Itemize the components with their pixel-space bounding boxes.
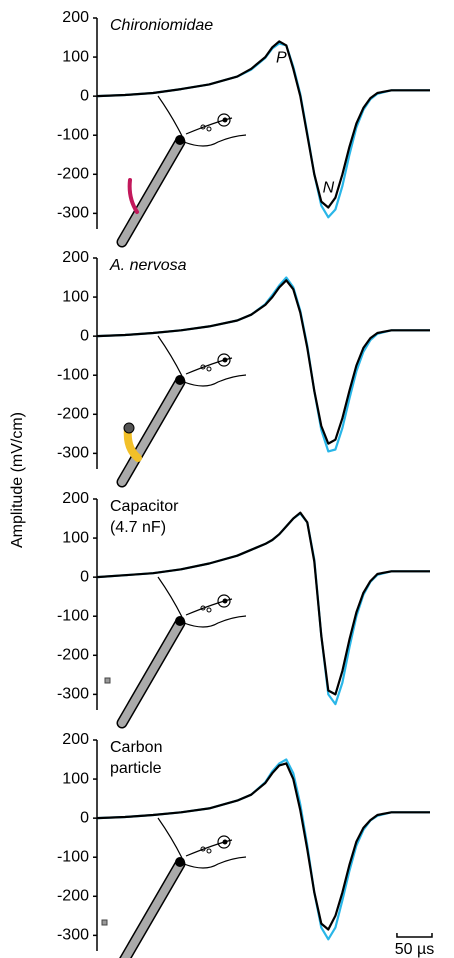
fish-eye: [217, 594, 231, 608]
panel-title: (4.7 nF): [110, 519, 166, 536]
y-tick-label: 200: [62, 731, 89, 748]
y-tick-label: -100: [57, 126, 89, 143]
fish-pupil: [222, 839, 228, 845]
panel-title: Capacitor: [110, 498, 179, 515]
fish-outline: [157, 817, 247, 869]
fish-outline: [157, 95, 247, 147]
y-tick-label: -200: [57, 406, 89, 423]
fish-illustration: [116, 95, 247, 248]
nostril: [206, 848, 212, 854]
fish-illustration: [101, 817, 247, 958]
nostril: [200, 605, 206, 611]
fish-illustration: [116, 335, 247, 488]
y-tick-label: -200: [57, 166, 89, 183]
y-tick-label: -100: [57, 607, 89, 624]
chin-appendage: [118, 138, 184, 246]
y-tick-label: 0: [80, 568, 89, 585]
y-tick-label: -300: [57, 205, 89, 222]
fish-illustration: [104, 576, 247, 729]
fish-eye: [217, 113, 231, 127]
fish-eye: [217, 835, 231, 849]
nostril: [206, 126, 212, 132]
electroreceptor: [175, 375, 185, 385]
y-tick-label: 100: [62, 770, 89, 787]
chin-appendage: [120, 860, 184, 958]
panel-title: Carbon: [110, 739, 162, 756]
trace: [96, 511, 430, 696]
y-tick-label: 100: [62, 288, 89, 305]
electroreceptor: [175, 857, 185, 867]
fish-pupil: [222, 117, 228, 123]
y-tick-label: -200: [57, 647, 89, 664]
y-tick-label: 0: [80, 87, 89, 104]
capacitor: [104, 677, 111, 684]
nostril: [206, 607, 212, 613]
y-tick-label: 0: [80, 327, 89, 344]
y-tick-label: -300: [57, 445, 89, 462]
y-axis-label: Amplitude (mV/cm): [9, 412, 26, 548]
electroreceptor: [175, 135, 185, 145]
y-tick-label: 200: [62, 249, 89, 266]
fish-pupil: [222, 357, 228, 363]
chin-appendage: [118, 619, 184, 727]
nostril: [200, 124, 206, 130]
prey-worm: [127, 178, 139, 214]
panel-title: Chironiomidae: [110, 17, 213, 34]
y-tick-label: 100: [62, 529, 89, 546]
scale-bar: [396, 933, 433, 938]
y-tick-label: 200: [62, 490, 89, 507]
chin-appendage: [118, 378, 184, 486]
panel-title: A. nervosa: [109, 257, 187, 274]
trace: [96, 279, 430, 445]
trace: [96, 276, 430, 453]
nostril: [206, 366, 212, 372]
trace: [96, 762, 430, 931]
trace: [96, 40, 430, 209]
prey-head: [123, 422, 135, 434]
electroreceptor: [175, 616, 185, 626]
fish-eye: [217, 353, 231, 367]
nostril: [200, 364, 206, 370]
y-tick-label: -200: [57, 888, 89, 905]
y-tick-label: -100: [57, 366, 89, 383]
fish-pupil: [222, 598, 228, 604]
y-tick-label: 100: [62, 48, 89, 65]
y-tick-label: -300: [57, 686, 89, 703]
scale-bar-label: 50 µs: [395, 941, 434, 958]
nostril: [200, 846, 206, 852]
fish-outline: [157, 335, 247, 387]
y-tick-label: -300: [57, 927, 89, 944]
y-tick-label: 200: [62, 9, 89, 26]
peak-label: P: [276, 50, 287, 67]
y-tick-label: 0: [80, 809, 89, 826]
fish-outline: [157, 576, 247, 628]
y-tick-label: -100: [57, 848, 89, 865]
panel-title: particle: [110, 760, 162, 777]
particle: [101, 919, 108, 926]
trough-label: N: [323, 180, 335, 197]
